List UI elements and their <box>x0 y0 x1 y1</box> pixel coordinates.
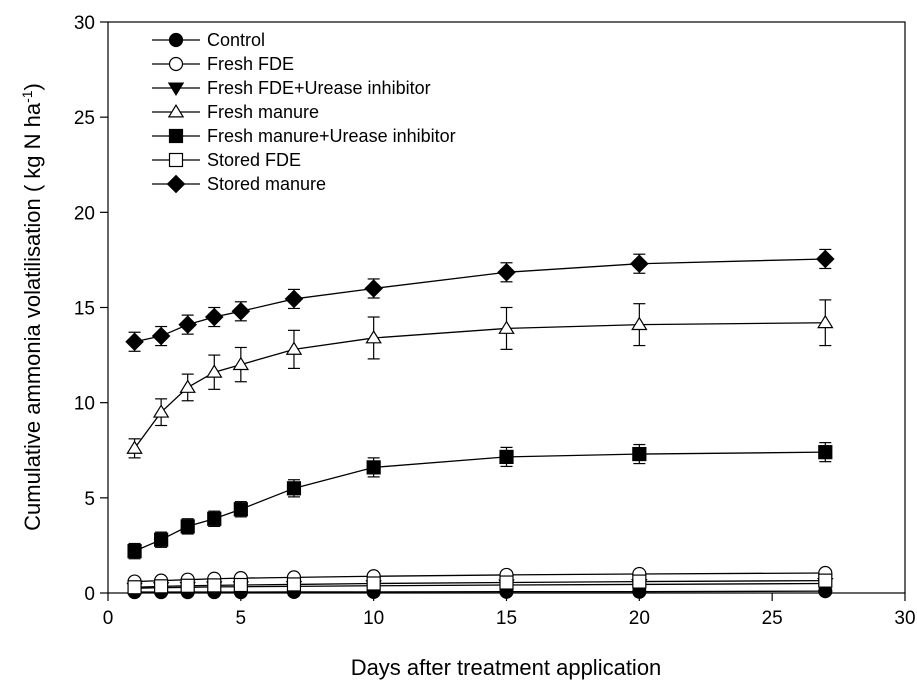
legend-item: Fresh manure <box>152 102 319 122</box>
series-line <box>134 322 826 449</box>
data-point <box>151 326 171 346</box>
data-point <box>285 341 303 355</box>
data-point <box>125 332 144 352</box>
y-axis-title-main: Cumulative ammonia volatilisation ( kg N… <box>20 102 45 531</box>
y-tick-label: 10 <box>74 394 95 415</box>
data-point <box>286 577 302 592</box>
series-line <box>134 579 826 588</box>
data-point <box>180 578 195 593</box>
data-point <box>817 314 834 329</box>
data-point <box>232 356 250 371</box>
series-line <box>134 572 826 583</box>
data-point <box>207 511 222 526</box>
data-point <box>632 446 647 462</box>
x-tick-label: 5 <box>236 608 247 629</box>
legend-marker <box>168 56 184 72</box>
series-line <box>134 258 826 343</box>
legend-marker <box>168 32 184 48</box>
data-point <box>364 279 383 298</box>
x-tick-label: 20 <box>629 608 650 629</box>
legend-label: Stored manure <box>207 174 326 194</box>
series-line <box>134 582 826 589</box>
data-point <box>233 502 248 517</box>
data-point <box>498 320 515 334</box>
data-point <box>206 364 223 378</box>
series-line <box>134 590 826 593</box>
series-stored-fde <box>127 573 833 595</box>
series-stored-manure <box>125 248 835 352</box>
data-point <box>497 262 516 282</box>
y-axis-title: Cumulative ammonia volatilisation ( kg N… <box>19 83 45 531</box>
legend-item: Fresh FDE <box>152 54 294 74</box>
data-point <box>178 315 197 334</box>
legend-label: Fresh manure <box>207 102 319 122</box>
y-axis-title-close: ) <box>20 83 45 90</box>
data-point <box>286 481 302 496</box>
legend-item: Stored manure <box>152 174 326 194</box>
y-tick-label: 20 <box>74 203 95 224</box>
data-point <box>366 576 381 591</box>
legend-label: Fresh FDE <box>207 54 294 74</box>
data-point <box>630 254 649 274</box>
x-tick-label: 10 <box>363 608 384 629</box>
data-point <box>126 440 143 454</box>
legend: Control Fresh FDE Fresh FDE+Urease inhibit… <box>152 30 456 194</box>
legend-label: Fresh FDE+Urease inhibitor <box>207 78 431 98</box>
y-tick-label: 25 <box>74 108 95 129</box>
legend-item: Control <box>152 30 265 50</box>
data-point <box>127 544 142 559</box>
data-point <box>207 578 222 593</box>
data-point <box>499 575 514 590</box>
legend-marker <box>166 174 186 194</box>
data-point <box>152 404 170 418</box>
y-tick-label: 15 <box>74 299 95 320</box>
data-point <box>154 532 169 547</box>
series-line <box>134 451 826 552</box>
data-point <box>180 519 195 534</box>
data-point <box>127 580 142 595</box>
legend-item: Fresh FDE+Urease inhibitor <box>152 78 431 98</box>
data-point <box>818 573 833 588</box>
y-axis-title-superscript: -1 <box>19 90 35 103</box>
series-layer <box>125 248 835 600</box>
data-point <box>154 579 169 594</box>
data-point <box>284 289 304 309</box>
data-point <box>233 577 248 593</box>
legend-marker <box>167 104 185 118</box>
y-tick-label: 5 <box>84 489 95 510</box>
legend-label: Stored FDE <box>207 150 301 170</box>
data-point <box>816 249 835 269</box>
x-tick-label: 0 <box>103 608 114 629</box>
data-point <box>631 316 648 331</box>
legend-marker <box>167 82 185 96</box>
data-point <box>365 329 382 344</box>
data-point <box>499 449 514 465</box>
data-point <box>204 307 224 327</box>
y-tick-label: 0 <box>84 584 95 605</box>
x-tick-label: 30 <box>894 608 915 629</box>
data-point <box>231 302 251 321</box>
legend-marker <box>168 152 184 168</box>
legend-label: Fresh manure+Urease inhibitor <box>207 126 456 146</box>
y-tick-label: 30 <box>74 13 95 34</box>
x-tick-label: 15 <box>496 608 517 629</box>
series-fresh-manure-urease-inhibitor <box>127 442 833 560</box>
x-tick-label: 25 <box>762 608 783 629</box>
legend-item: Fresh manure+Urease inhibitor <box>152 126 456 146</box>
data-point <box>179 379 196 393</box>
axes: 0 5 10 15 20 25 30 0 5 10 15 20 25 30 <box>74 13 916 629</box>
legend-item: Stored FDE <box>152 150 301 170</box>
x-axis-title: Days after treatment application <box>351 655 662 680</box>
legend-marker <box>168 128 184 144</box>
data-point <box>366 460 381 475</box>
data-point <box>818 445 833 460</box>
series-fresh-manure <box>126 299 834 459</box>
legend-label: Control <box>207 30 265 50</box>
data-point <box>632 574 647 589</box>
